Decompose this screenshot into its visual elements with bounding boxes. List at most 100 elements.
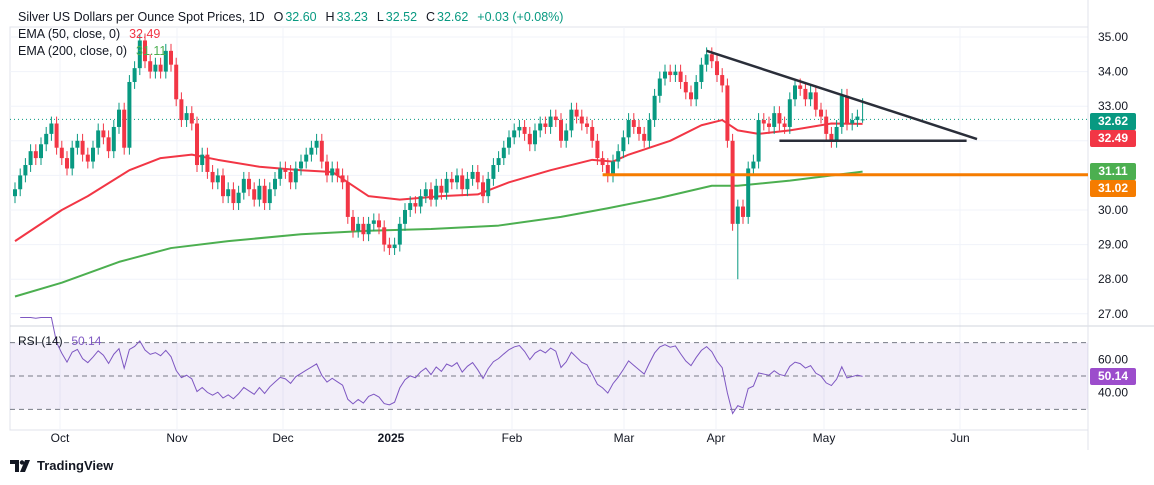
candle-body (382, 227, 387, 245)
candle-body (449, 178, 454, 183)
candle-body (585, 123, 589, 127)
candle-body (33, 151, 38, 159)
candle-body (148, 61, 153, 72)
candle-body (611, 161, 615, 176)
candle-body (673, 71, 678, 76)
candle-body (507, 137, 511, 148)
time-tick-label: May (813, 431, 836, 445)
candle-body (668, 71, 673, 76)
ema200-badge: 31.11 (1090, 163, 1136, 180)
ema50-legend[interactable]: EMA (50, close, 0) 32.49 (18, 27, 161, 41)
price-tick-label: 28.00 (1098, 272, 1128, 286)
candle-body (70, 147, 75, 169)
candle-body (772, 113, 777, 127)
candle-body (808, 92, 813, 100)
candle-body (44, 133, 49, 145)
candle-body (793, 85, 797, 100)
ema200-line (14, 170, 863, 298)
time-tick-label: Dec (272, 431, 293, 445)
high-value: 33.23 (336, 10, 368, 24)
low-value: 32.52 (385, 10, 418, 24)
candle-body (543, 123, 548, 127)
candle-body (704, 54, 709, 65)
candle-body (621, 137, 626, 152)
time-tick-label: Apr (707, 431, 726, 445)
candle-body (122, 109, 127, 148)
candle-body (429, 189, 433, 200)
candle-body (798, 85, 803, 89)
candle-body (132, 68, 137, 82)
rsi-badge: 50.14 (1090, 368, 1136, 385)
candle-body (174, 64, 179, 100)
rsi-line (20, 317, 863, 415)
price-tick-label: 34.00 (1098, 65, 1128, 79)
candle-body (829, 133, 834, 141)
candle-body (54, 123, 59, 148)
price-tick-label: 35.00 (1098, 30, 1128, 44)
candle-body (392, 244, 397, 249)
candle-body (574, 109, 579, 117)
candle-body (413, 203, 418, 207)
candle-body (725, 85, 730, 141)
candle-body (741, 206, 745, 217)
candle-body (605, 165, 610, 176)
candle-body (579, 116, 584, 124)
candle-body (569, 109, 574, 131)
price-tick-label: 33.00 (1098, 99, 1128, 113)
candle-body (444, 178, 449, 193)
candle-body (548, 116, 553, 127)
rsi-value: 50.14 (71, 334, 102, 348)
time-tick-label: 2025 (378, 431, 405, 445)
candle-body (819, 109, 823, 117)
time-tick-label: Mar (614, 431, 635, 445)
time-tick-label: Feb (502, 431, 523, 445)
candle-body (158, 64, 163, 72)
candle-body (210, 171, 215, 183)
candle-body (143, 40, 147, 62)
candle-body (663, 71, 667, 79)
candle-body (559, 120, 563, 141)
time-tick-label: Oct (51, 431, 70, 445)
candle-body (231, 189, 236, 204)
ema50-line (14, 119, 863, 242)
candle-body (408, 203, 413, 210)
candle-body (397, 223, 402, 245)
candle-body (345, 182, 350, 217)
last-price-badge: 32.62 (1090, 113, 1136, 130)
candle-body (455, 175, 459, 183)
candle-body (340, 175, 345, 183)
candle-body (860, 119, 865, 121)
candle-body (304, 154, 309, 162)
candle-body (777, 113, 782, 124)
candle-body (709, 54, 714, 62)
candle-body (767, 123, 771, 127)
ema200-legend[interactable]: EMA (200, close, 0) 31.11 (18, 44, 167, 58)
candle-body (28, 151, 33, 166)
candle-body (538, 123, 543, 131)
candle-body (200, 154, 205, 166)
tradingview-logo-icon (10, 459, 30, 472)
price-tick-label: 30.00 (1098, 203, 1128, 217)
candle-body (80, 140, 85, 155)
candle-body (475, 171, 480, 183)
candle-body (91, 147, 95, 162)
candle-body (65, 158, 69, 169)
ema50-badge: 32.49 (1090, 130, 1136, 147)
candle-body (351, 216, 355, 231)
candle-body (205, 154, 210, 172)
candle-body (377, 220, 381, 228)
candle-body (465, 178, 470, 190)
candle-body (267, 189, 272, 204)
rsi-legend[interactable]: RSI (14) 50.14 (18, 334, 102, 348)
candle-body (491, 165, 496, 179)
candle-body (501, 147, 506, 159)
candle-body (371, 220, 376, 224)
candle-body (117, 109, 121, 127)
candle-body (278, 168, 283, 179)
candle-body (236, 192, 241, 204)
symbol-legend: Silver US Dollars per Ounce Spot Prices,… (18, 10, 564, 24)
tradingview-footer[interactable]: TradingView (10, 458, 113, 473)
candle-body (522, 126, 527, 134)
